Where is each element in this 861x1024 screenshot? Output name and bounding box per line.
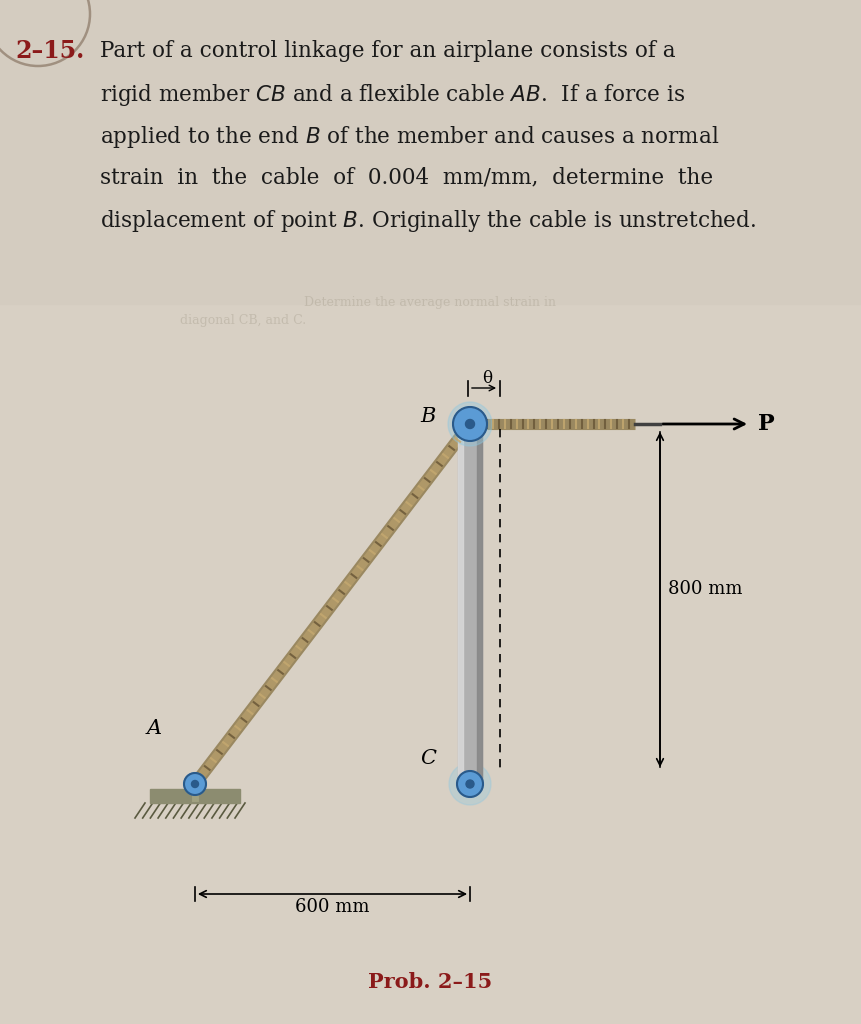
Text: C: C — [420, 750, 436, 768]
Text: 800 mm: 800 mm — [668, 580, 742, 598]
Text: 600 mm: 600 mm — [295, 898, 369, 916]
Bar — [458, 424, 482, 784]
Bar — [458, 424, 463, 784]
Text: displacement of point $B$. Originally the cable is unstretched.: displacement of point $B$. Originally th… — [100, 208, 756, 234]
Text: Prob. 2–15: Prob. 2–15 — [368, 972, 492, 992]
Text: strain  in  the  cable  of  0.004  mm/mm,  determine  the: strain in the cable of 0.004 mm/mm, dete… — [100, 166, 713, 188]
Bar — [477, 424, 482, 784]
Circle shape — [191, 780, 199, 787]
Text: θ: θ — [482, 370, 492, 387]
Text: diagonal CB, and C.: diagonal CB, and C. — [180, 314, 307, 327]
Text: Determine the average normal strain in: Determine the average normal strain in — [304, 296, 556, 309]
Text: rigid member $CB$ and a flexible cable $AB$.  If a force is: rigid member $CB$ and a flexible cable $… — [100, 82, 685, 108]
Circle shape — [466, 420, 474, 428]
Text: Part of a control linkage for an airplane consists of a: Part of a control linkage for an airplan… — [100, 40, 676, 62]
Text: P: P — [758, 413, 775, 435]
Circle shape — [466, 780, 474, 788]
Circle shape — [448, 402, 492, 446]
Text: B: B — [420, 407, 436, 426]
Text: 2–15.: 2–15. — [15, 39, 84, 63]
Circle shape — [449, 763, 491, 805]
Circle shape — [453, 407, 487, 441]
Bar — [0, 0, 861, 304]
Bar — [150, 790, 240, 803]
Text: applied to the end $B$ of the member and causes a normal: applied to the end $B$ of the member and… — [100, 124, 719, 150]
Circle shape — [184, 773, 206, 795]
Circle shape — [457, 771, 483, 797]
Text: A: A — [147, 720, 162, 738]
